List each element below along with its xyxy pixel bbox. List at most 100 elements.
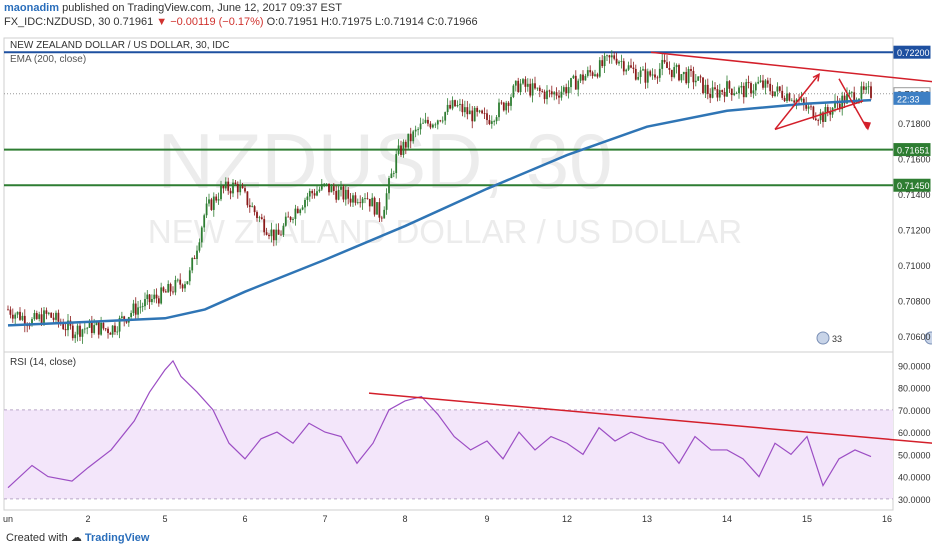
candle-body [553,92,556,95]
candle-body [495,117,498,122]
candle-body [579,74,582,81]
candle-body [272,229,275,241]
tradingview-logo-icon: ☁ [70,532,82,544]
candle-body [400,145,402,155]
candle-body [598,60,601,77]
x-tick-label: 5 [162,514,167,524]
candle-body [558,95,560,98]
candle-body [793,100,796,103]
candle-body [577,80,580,90]
candle-body [76,325,79,335]
candle-body [656,77,659,79]
candle-body [543,91,546,100]
candle-body [239,186,242,193]
candle-body [473,107,476,122]
candle-body [248,205,251,208]
candle-body [9,309,12,315]
up-arrow-head-icon [812,73,820,82]
candle-body [824,107,827,122]
price-trendline [650,51,932,83]
candle-body [284,216,287,226]
candle-body [750,83,752,94]
candle-body [567,87,570,94]
candle-body [371,197,374,207]
candle-body [805,103,808,109]
candle-body [212,196,215,210]
candle-body [179,279,182,285]
candle-body [565,87,568,94]
candle-body [444,112,447,121]
candle-body [134,303,137,315]
candle-body [776,86,779,92]
candle-body [570,78,572,88]
candle-body [275,229,278,241]
candle-body [43,310,45,325]
candle-body [517,80,520,93]
candle-body [151,299,153,303]
candle-body [397,145,400,154]
candle-body [86,327,89,329]
candle-body [505,102,508,111]
candle-body [714,87,716,90]
candle-body [704,84,707,94]
candle-body [826,107,829,113]
candle-body [531,83,534,96]
candle-body [203,215,206,228]
ema-label: EMA (200, close) [10,54,86,65]
candle-body [699,76,702,78]
candle-body [730,88,733,96]
price-label-box [893,178,931,192]
candle-body [757,81,760,84]
candle-body [463,107,466,113]
candle-body [673,67,676,78]
candle-body [601,60,604,67]
candle-body [850,92,853,94]
x-tick-label: 7 [322,514,327,524]
candle-body [155,294,158,299]
candle-body [802,98,805,104]
candle-body [510,97,512,106]
candle-body [817,120,820,121]
candle-body [865,86,868,90]
candle-body [162,287,165,292]
candle-body [325,183,328,185]
candle-body [550,91,553,95]
candle-body [215,196,218,201]
rsi-tick-label: 90.0000 [898,361,931,371]
candle-body [79,325,81,337]
rsi-line [7,359,872,489]
candle-body [502,102,505,111]
candle-body [642,69,644,71]
candle-body [459,103,461,105]
candle-body [364,198,366,200]
candle-body [610,55,613,58]
candle-body [383,209,386,219]
candle-body [738,87,740,94]
candle-body [280,234,282,236]
candle-body [687,69,690,84]
candle-body [246,191,249,206]
candle-body [107,328,109,334]
candle-body [507,102,510,106]
candle-body [232,182,234,194]
candle-body [137,307,139,315]
candle-body [188,270,191,282]
rsi-band [4,409,893,499]
price-pane-title: NEW ZEALAND DOLLAR / US DOLLAR, 30, IDC [10,40,230,51]
candle-body [582,74,584,81]
candle-body [208,199,210,204]
x-tick-label: 12 [562,514,572,524]
candle-body [441,120,444,122]
candle-body [461,103,464,113]
candle-body [198,242,201,251]
candle-body [277,229,280,235]
candle-body [289,216,292,220]
footer: Created with ☁ TradingView [6,531,149,544]
candle-body [296,208,299,214]
author-link[interactable]: maonadim [4,2,60,14]
candle-body [439,120,442,122]
candle-body [634,68,637,80]
candle-body [95,322,98,326]
x-tick-label: 16 [882,514,892,524]
